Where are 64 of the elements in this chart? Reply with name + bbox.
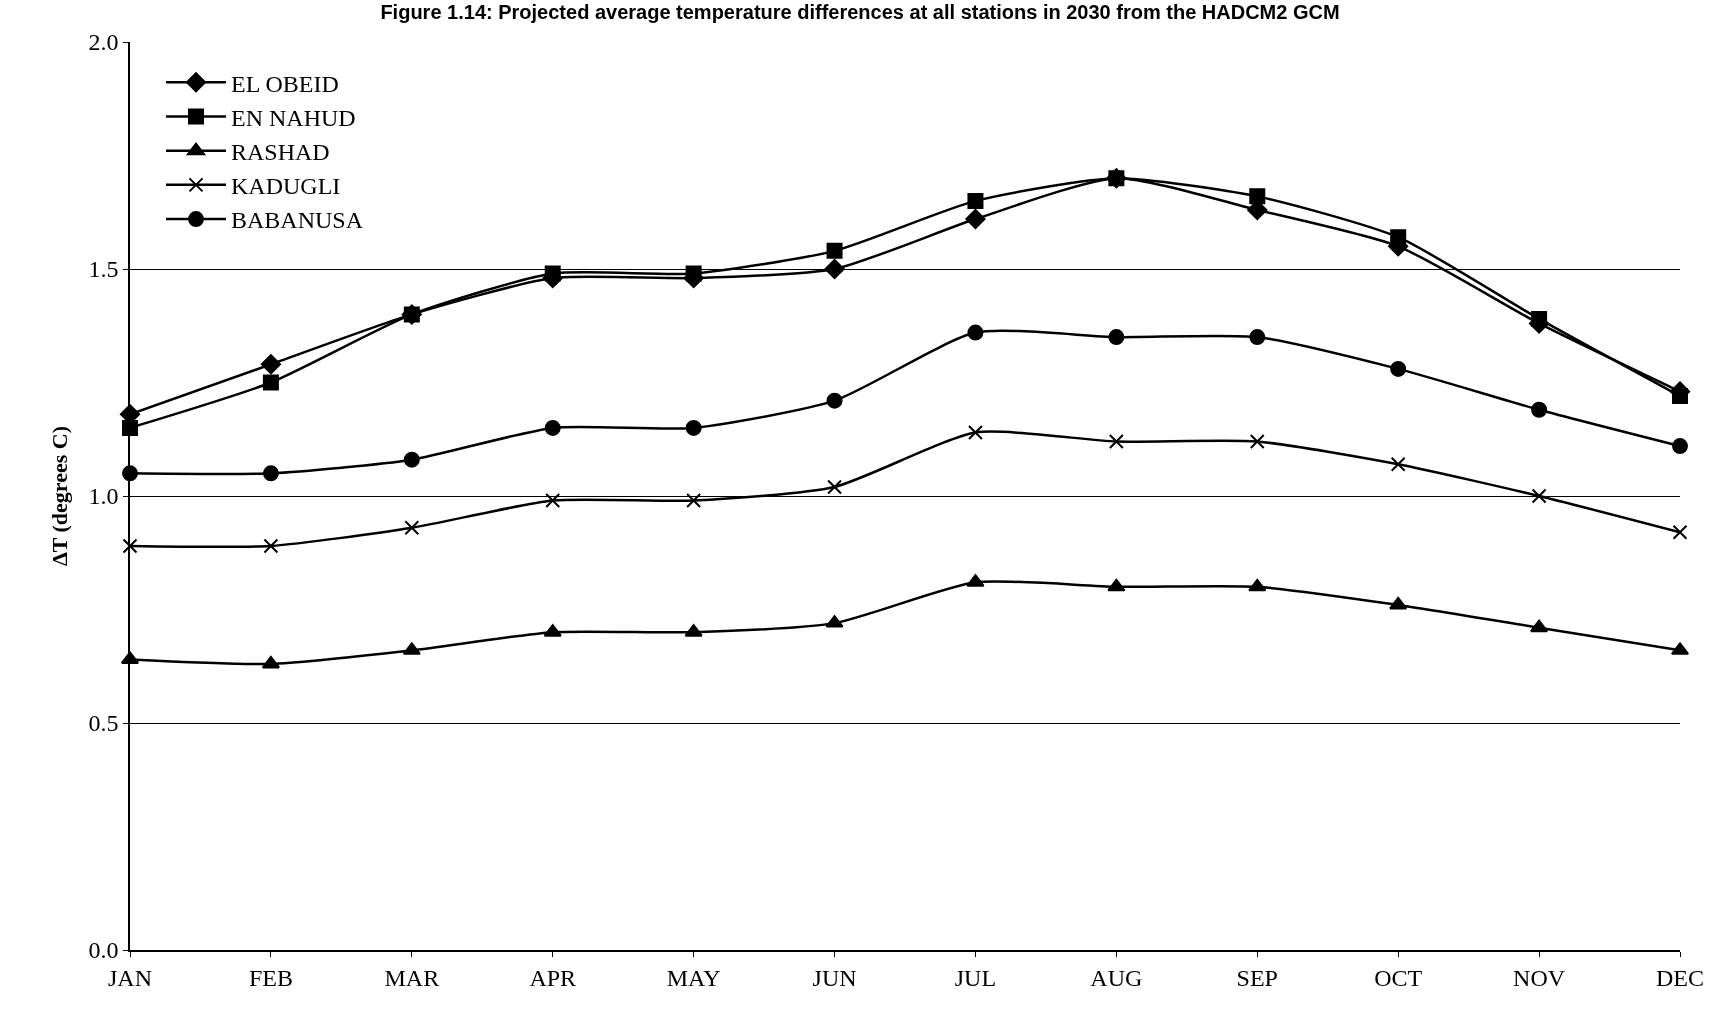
- point: [1249, 188, 1266, 205]
- point: [1672, 524, 1688, 540]
- x-tick-label: FEB: [248, 964, 293, 991]
- legend-label: RASHAD: [231, 139, 330, 166]
- point: [1108, 434, 1124, 450]
- point: [1249, 434, 1265, 450]
- point: [1531, 488, 1547, 504]
- x-tick-label: MAR: [384, 964, 440, 991]
- y-tick-label: 0.0: [88, 937, 119, 964]
- point: [1248, 578, 1267, 592]
- point: [404, 520, 420, 536]
- point: [826, 392, 843, 409]
- point: [1107, 578, 1126, 592]
- point: [1108, 329, 1125, 346]
- chart-title: Figure 1.14: Projected average temperature differences at all stations in 2030 from the HADCM2 GCM: [380, 1, 1340, 24]
- x-tick-label: JAN: [107, 964, 153, 991]
- point: [403, 451, 420, 468]
- point: [1390, 229, 1407, 246]
- point: [262, 465, 279, 482]
- point: [1249, 329, 1266, 346]
- y-tick-label: 1.5: [88, 256, 119, 283]
- point: [685, 265, 702, 282]
- point: [685, 419, 702, 436]
- point: [1672, 388, 1688, 405]
- point: [262, 374, 279, 391]
- x-tick-label: APR: [529, 964, 577, 991]
- legend-label: KADUGLI: [231, 173, 341, 200]
- point: [1390, 360, 1407, 377]
- x-tick-label: DEC: [1656, 964, 1704, 991]
- point: [686, 493, 702, 509]
- x-tick-label: JUN: [812, 964, 857, 991]
- point: [263, 538, 279, 554]
- point: [1389, 596, 1408, 610]
- point: [1390, 456, 1406, 472]
- point: [826, 242, 843, 259]
- y-tick-label: 1.0: [88, 483, 119, 510]
- point: [260, 354, 282, 375]
- point: [545, 493, 561, 509]
- point: [824, 258, 845, 280]
- point: [965, 208, 986, 230]
- point: [122, 538, 138, 554]
- point: [261, 655, 280, 669]
- point: [1531, 401, 1548, 418]
- point: [1672, 438, 1688, 455]
- x-tick-label: JUL: [954, 964, 997, 991]
- point: [967, 324, 984, 341]
- point: [1531, 310, 1548, 327]
- y-tick-label: 0.5: [88, 710, 119, 737]
- x-tick-label: AUG: [1090, 964, 1143, 991]
- y-tick-label: 2.0: [88, 29, 119, 56]
- x-tick-label: MAY: [666, 964, 721, 991]
- point: [544, 419, 561, 436]
- point: [827, 479, 843, 495]
- y-axis-title: ΔT (degrees C): [46, 425, 72, 567]
- x-tick-label: NOV: [1513, 964, 1566, 991]
- x-tick-label: OCT: [1374, 964, 1423, 991]
- legend-label: EN NAHUD: [231, 104, 356, 131]
- point: [967, 192, 984, 209]
- point: [967, 424, 983, 440]
- legend-label: EL OBEID: [231, 70, 339, 97]
- point: [544, 265, 561, 282]
- x-tick-label: SEP: [1236, 964, 1278, 991]
- point: [1530, 619, 1549, 633]
- legend-label: BABANUSA: [231, 207, 364, 234]
